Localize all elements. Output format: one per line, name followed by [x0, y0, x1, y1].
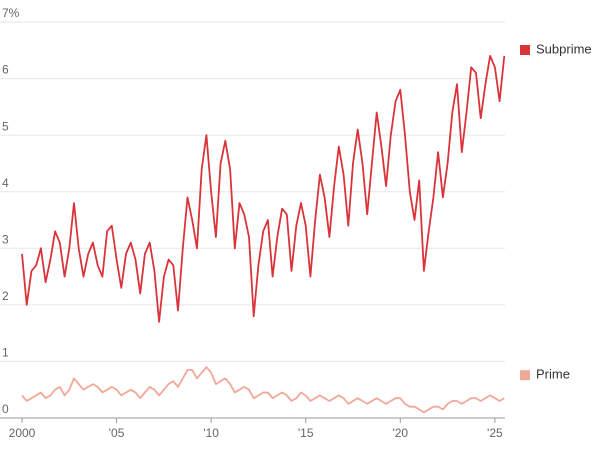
series-line	[21, 55, 506, 323]
y-tick-label: 5	[2, 119, 9, 133]
y-tick-label: 7%	[2, 6, 20, 20]
x-tick-label: '10	[203, 426, 219, 440]
x-tick-label: '20	[392, 426, 408, 440]
y-tick-label: 3	[2, 232, 9, 246]
x-tick-label: '25	[487, 426, 503, 440]
y-tick-label: 1	[2, 346, 9, 360]
x-tick-label: 2000	[9, 426, 36, 440]
legend-label: Subprime	[536, 41, 592, 56]
y-tick-label: 2	[2, 289, 9, 303]
legend-swatch	[520, 370, 530, 381]
y-tick-label: 0	[2, 402, 9, 416]
series-line	[21, 366, 505, 414]
x-tick-label: '05	[109, 426, 125, 440]
x-tick-label: '15	[298, 426, 314, 440]
legend-label: Prime	[536, 367, 570, 382]
y-tick-label: 6	[2, 63, 9, 77]
legend-swatch	[520, 45, 530, 55]
y-tick-label: 4	[2, 176, 9, 190]
